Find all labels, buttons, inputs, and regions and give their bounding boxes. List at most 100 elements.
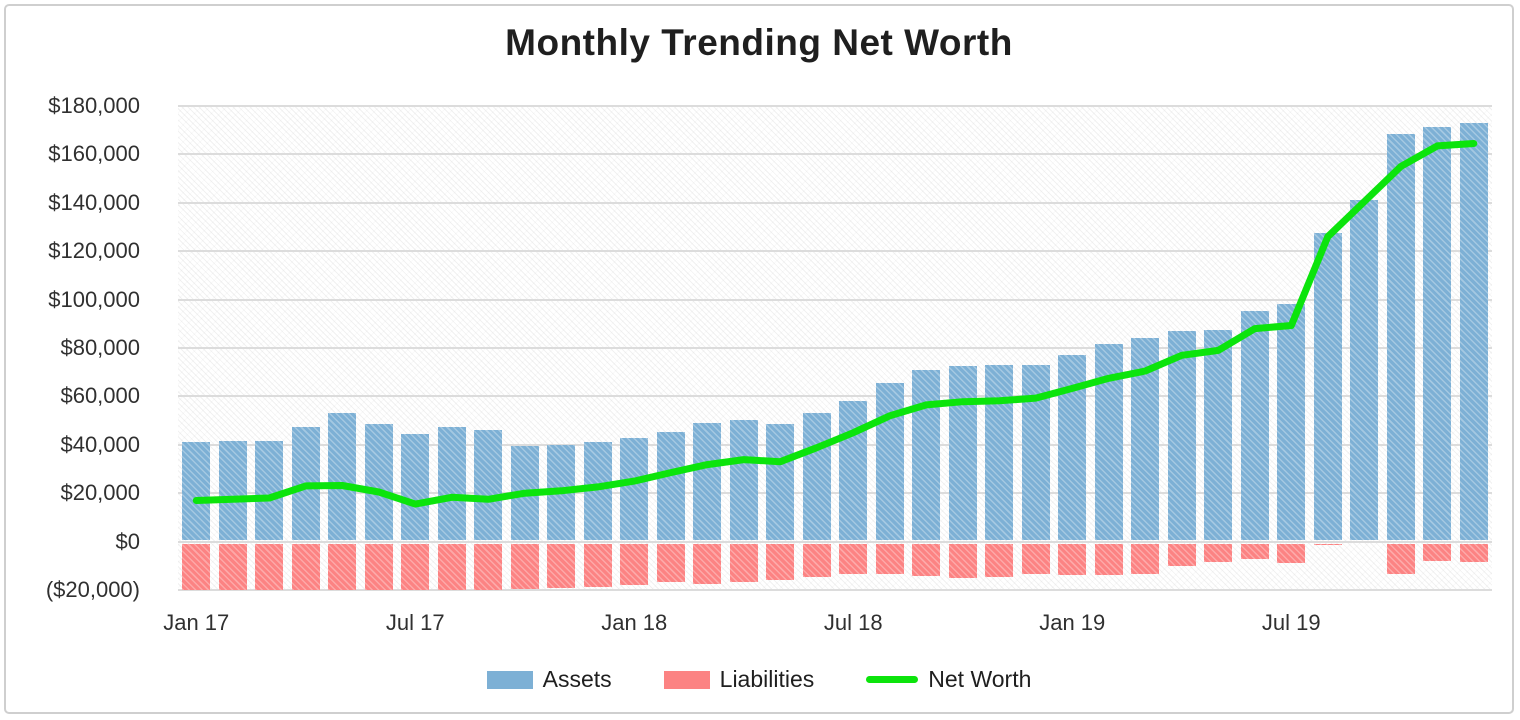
bar-liabilities: [1167, 543, 1196, 566]
bar-liabilities: [1021, 543, 1050, 575]
bar-liabilities: [620, 543, 649, 586]
bar-assets: [401, 433, 430, 541]
bar-liabilities: [1313, 543, 1342, 546]
bar-liabilities: [218, 543, 247, 590]
bar-liabilities: [291, 543, 320, 590]
bar-liabilities: [583, 543, 612, 587]
bar-assets: [182, 442, 211, 541]
bar-liabilities: [693, 543, 722, 584]
bar-assets: [912, 370, 941, 541]
x-axis-label: Jul 19: [1261, 610, 1321, 635]
bar-assets: [328, 413, 357, 541]
bar-assets: [364, 423, 393, 541]
assets-swatch-icon: [486, 670, 533, 689]
bar-assets: [1423, 126, 1452, 541]
bar-liabilities: [839, 543, 868, 574]
bar-assets: [766, 423, 795, 541]
legend-label-liabilities: Liabilities: [719, 666, 815, 692]
bar-liabilities: [328, 543, 357, 590]
bar-assets: [437, 427, 466, 541]
bar-assets: [985, 364, 1014, 541]
bar-assets: [656, 431, 685, 541]
y-axis-label: $160,000: [48, 141, 140, 167]
bar-assets: [1313, 233, 1342, 541]
bar-liabilities: [1094, 543, 1123, 576]
gridline: [178, 105, 1492, 107]
gridline: [178, 443, 1492, 446]
bar-assets: [1459, 122, 1488, 541]
bar-liabilities: [985, 543, 1014, 578]
x-axis-label: Jan 18: [601, 610, 668, 635]
bar-liabilities: [1386, 543, 1415, 575]
legend-item-assets: Assets: [486, 666, 612, 693]
bar-assets: [802, 412, 831, 541]
y-axis-label: $140,000: [48, 189, 140, 215]
bar-assets: [1350, 200, 1379, 541]
net-worth-line: [192, 140, 1478, 508]
bar-assets: [875, 383, 904, 541]
bar-liabilities: [729, 543, 758, 582]
net-worth-line-icon: [866, 676, 919, 683]
gridline: [178, 492, 1492, 495]
y-axis-label: $80,000: [60, 335, 140, 360]
bar-assets: [218, 441, 247, 541]
x-axis-label: Jul 17: [385, 610, 445, 635]
bar-liabilities: [766, 543, 795, 580]
gridline: [178, 347, 1492, 349]
gridline: [178, 589, 1492, 591]
legend-item-liabilities: Liabilities: [663, 666, 815, 693]
y-axis-label: $0: [115, 528, 140, 554]
bar-liabilities: [474, 543, 503, 590]
bar-liabilities: [401, 543, 430, 590]
bar-assets: [1277, 303, 1306, 541]
gridline: [178, 395, 1492, 398]
y-axis-label: $60,000: [60, 383, 140, 409]
bar-assets: [1167, 331, 1196, 541]
bar-liabilities: [1240, 543, 1269, 560]
chart-title: Monthly Trending Net Worth: [505, 22, 1013, 63]
bar-liabilities: [656, 543, 685, 583]
bar-liabilities: [510, 543, 539, 589]
legend-item-net-worth: Net Worth: [866, 666, 1031, 693]
y-axis-label: $20,000: [60, 480, 140, 506]
bar-assets: [839, 400, 868, 541]
bar-assets: [255, 441, 284, 541]
bar-assets: [1386, 133, 1415, 541]
bar-liabilities: [437, 543, 466, 590]
y-axis-label: $120,000: [48, 238, 140, 264]
y-axis-label: ($20,000): [45, 577, 140, 602]
y-axis-label: $100,000: [48, 286, 140, 312]
bar-assets: [948, 365, 977, 541]
gridline: [178, 298, 1492, 301]
legend-label-net-worth: Net Worth: [928, 666, 1032, 692]
bar-assets: [474, 430, 503, 541]
bar-liabilities: [948, 543, 977, 578]
bar-liabilities: [912, 543, 941, 577]
bar-liabilities: [875, 543, 904, 575]
bar-assets: [729, 419, 758, 541]
bar-assets: [620, 437, 649, 541]
legend-label-assets: Assets: [542, 666, 612, 692]
gridline: [178, 540, 1492, 543]
y-axis-label: $180,000: [48, 93, 140, 118]
x-axis-label: Jul 18: [823, 610, 883, 635]
bar-liabilities: [364, 543, 393, 590]
gridline: [178, 153, 1492, 156]
liabilities-swatch-icon: [663, 670, 710, 689]
plot-area: [178, 105, 1492, 591]
bar-liabilities: [1058, 543, 1087, 576]
gridline: [178, 250, 1492, 253]
bar-liabilities: [1277, 543, 1306, 564]
legend: Assets Liabilities Net Worth: [6, 666, 1512, 693]
bar-assets: [1204, 330, 1233, 541]
bar-liabilities: [547, 543, 576, 588]
bar-assets: [1240, 310, 1269, 541]
x-axis-label: Jan 17: [163, 610, 230, 635]
bar-liabilities: [182, 543, 211, 590]
gridline: [178, 201, 1492, 204]
bar-liabilities: [1423, 543, 1452, 561]
x-axis-label: Jan 19: [1039, 610, 1106, 635]
bar-assets: [693, 422, 722, 541]
bar-liabilities: [255, 543, 284, 590]
bar-liabilities: [1459, 543, 1488, 563]
